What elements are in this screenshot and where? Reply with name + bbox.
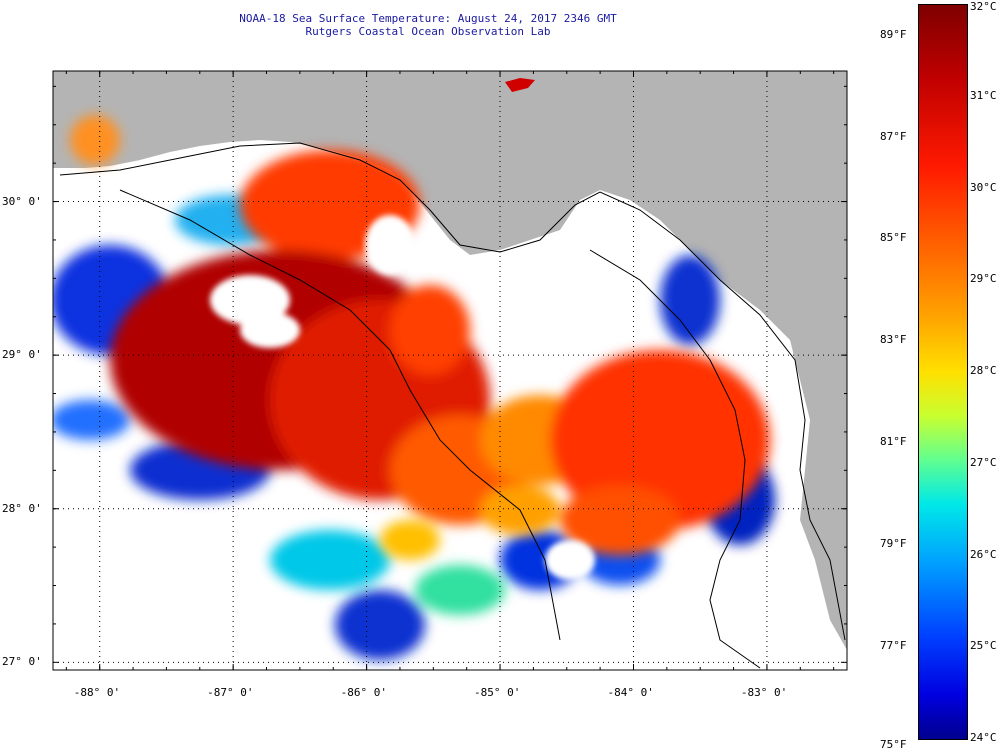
- map-subtitle: Rutgers Coastal Ocean Observation Lab: [305, 25, 551, 38]
- temperature-colorbar: [918, 4, 968, 740]
- celsius-label: 25°C: [970, 639, 997, 653]
- coastline-contours: [59, 142, 846, 669]
- celsius-label: 28°C: [970, 364, 997, 377]
- fahrenheit-label: 87°F: [880, 129, 907, 143]
- fahrenheit-label: 79°F: [880, 537, 907, 551]
- longitude-label: -85° 0': [474, 686, 521, 699]
- longitude-label: -83° 0': [740, 686, 788, 699]
- latitude-label: 30° 0': [2, 194, 42, 208]
- fahrenheit-label: 85°F: [880, 231, 907, 245]
- fahrenheit-label: 81°F: [880, 435, 907, 449]
- celsius-label: 30°C: [970, 180, 997, 194]
- fahrenheit-label: 89°F: [880, 27, 907, 41]
- longitude-label: -88° 0': [73, 686, 121, 699]
- map-title: NOAA-18 Sea Surface Temperature: August …: [239, 12, 617, 25]
- celsius-label: 24°C: [970, 731, 997, 744]
- fahrenheit-label: 83°F: [880, 333, 907, 347]
- latitude-label: 28° 0': [2, 501, 42, 515]
- celsius-label: 31°C: [970, 88, 997, 102]
- celsius-label: 26°C: [970, 547, 997, 561]
- longitude-label: -84° 0': [607, 686, 654, 699]
- warm-patch-inland: [505, 78, 535, 92]
- land-north-coast: [53, 71, 847, 650]
- celsius-label: 27°C: [970, 455, 997, 469]
- celsius-label: 29°C: [970, 272, 997, 286]
- fahrenheit-label: 75°F: [880, 738, 907, 751]
- longitude-label: -87° 0': [207, 686, 254, 699]
- land-florida-tip: [815, 520, 847, 560]
- frame-ticks: [53, 71, 847, 670]
- fahrenheit-label: 77°F: [880, 639, 907, 653]
- longitude-label: -86° 0': [340, 686, 387, 699]
- celsius-label: 32°C: [970, 0, 997, 13]
- latitude-label: 29° 0': [2, 348, 42, 362]
- map-frame: [52, 70, 848, 671]
- cloud-gaps: [210, 215, 595, 580]
- latitude-label: 27° 0': [2, 655, 42, 669]
